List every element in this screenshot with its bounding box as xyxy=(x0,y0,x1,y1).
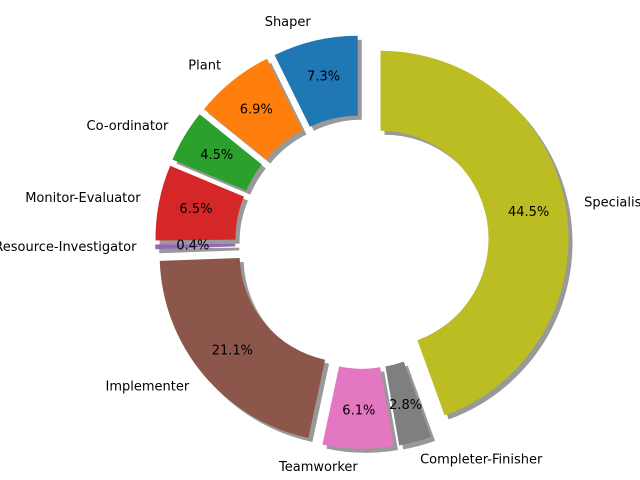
value-label: 7.3% xyxy=(307,70,340,85)
value-label: 0.4% xyxy=(176,238,209,253)
wedge-label: Teamworker xyxy=(278,460,358,475)
wedge xyxy=(274,35,358,127)
value-label: 6.9% xyxy=(240,102,273,117)
wedge-label: Completer-Finisher xyxy=(420,452,543,467)
wedge xyxy=(172,114,262,191)
wedge xyxy=(155,243,236,250)
wedge xyxy=(155,165,244,241)
wedge xyxy=(204,58,303,160)
wedge-shadow xyxy=(159,247,240,254)
value-label: 21.1% xyxy=(212,343,253,358)
value-label: 44.5% xyxy=(508,205,549,220)
wedge xyxy=(322,366,394,449)
value-label: 2.8% xyxy=(389,398,422,413)
wedge-label: Resource-Investigator xyxy=(0,240,137,255)
wedge-label: Plant xyxy=(188,58,221,73)
wedge-label: Specialist xyxy=(584,195,640,210)
wedge xyxy=(159,257,326,438)
value-label: 6.1% xyxy=(342,404,375,419)
wedge-label: Co-ordinator xyxy=(87,119,169,134)
wedge-label: Monitor-Evaluator xyxy=(25,191,141,206)
wedge-label: Shaper xyxy=(265,15,312,30)
wedge xyxy=(385,361,432,446)
wedge xyxy=(380,50,569,416)
value-label: 4.5% xyxy=(200,148,233,163)
wedge-label: Implementer xyxy=(106,380,190,395)
value-label: 6.5% xyxy=(179,202,212,217)
